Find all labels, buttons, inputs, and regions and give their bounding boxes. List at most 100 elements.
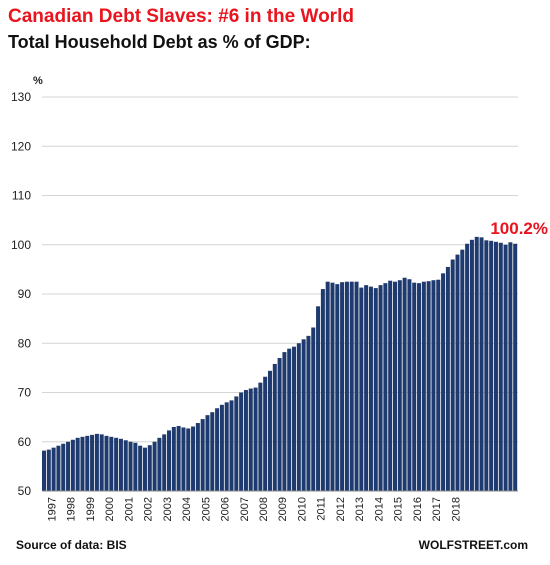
bar bbox=[383, 283, 388, 491]
bar bbox=[210, 412, 215, 491]
bar bbox=[474, 236, 479, 491]
x-tick-label: 2014 bbox=[373, 497, 385, 521]
bar bbox=[392, 281, 397, 491]
bar bbox=[373, 288, 378, 491]
x-tick-label: 2013 bbox=[354, 497, 366, 521]
bar bbox=[239, 392, 244, 491]
bar bbox=[157, 437, 162, 491]
y-tick-label: 110 bbox=[12, 189, 31, 203]
bar bbox=[292, 346, 297, 491]
x-tick-label: 2018 bbox=[450, 497, 462, 521]
x-tick-label: 2009 bbox=[277, 497, 289, 521]
bar bbox=[455, 254, 460, 491]
bar bbox=[301, 339, 306, 491]
bar bbox=[445, 266, 450, 491]
bar bbox=[42, 450, 47, 491]
x-tick-label: 2006 bbox=[220, 497, 232, 521]
bar bbox=[340, 282, 345, 491]
x-tick-label: 2012 bbox=[335, 497, 347, 521]
x-tick-label: 2004 bbox=[181, 497, 193, 521]
x-tick-label: 1998 bbox=[66, 497, 78, 521]
bar bbox=[267, 370, 272, 491]
bar bbox=[66, 441, 71, 491]
x-tick-label: 2001 bbox=[123, 497, 135, 521]
bar bbox=[421, 281, 426, 491]
bar bbox=[330, 282, 335, 491]
x-tick-label: 2000 bbox=[104, 497, 116, 521]
bar bbox=[133, 442, 138, 491]
bar bbox=[431, 280, 436, 491]
x-tick-label: 2017 bbox=[431, 497, 443, 521]
bar bbox=[224, 402, 229, 491]
y-tick-label: 50 bbox=[18, 484, 32, 498]
bar bbox=[378, 285, 383, 491]
x-tick-label: 2010 bbox=[296, 497, 308, 521]
bar bbox=[296, 343, 301, 491]
bar bbox=[441, 273, 446, 491]
y-axis-label: % bbox=[33, 75, 43, 87]
bar bbox=[287, 348, 292, 491]
bar bbox=[123, 440, 128, 491]
bar bbox=[61, 443, 66, 491]
bar bbox=[258, 382, 263, 491]
bar bbox=[109, 436, 114, 491]
x-tick-label: 2002 bbox=[143, 497, 155, 521]
bar bbox=[219, 404, 224, 491]
bar bbox=[450, 259, 455, 491]
bar bbox=[436, 279, 441, 491]
bar bbox=[335, 284, 340, 491]
bar bbox=[46, 449, 51, 491]
bar bbox=[364, 285, 369, 491]
x-tick-label: 2011 bbox=[316, 497, 328, 521]
bar bbox=[142, 447, 147, 491]
y-tick-label: 90 bbox=[18, 287, 32, 301]
bar bbox=[167, 430, 172, 491]
bar bbox=[215, 408, 220, 491]
bar bbox=[484, 240, 489, 491]
bar bbox=[316, 306, 321, 491]
bar bbox=[407, 279, 412, 491]
x-tick-label: 2007 bbox=[239, 497, 251, 521]
bar bbox=[195, 423, 200, 491]
x-tick-label: 2016 bbox=[412, 497, 424, 521]
bar bbox=[503, 244, 508, 491]
bar bbox=[118, 438, 123, 491]
bar bbox=[412, 282, 417, 491]
bar bbox=[489, 240, 494, 491]
source-note: Source of data: BIS bbox=[16, 538, 127, 552]
bar bbox=[498, 242, 503, 491]
bar bbox=[51, 447, 56, 491]
bar bbox=[460, 249, 465, 491]
bar bbox=[397, 280, 402, 491]
bar bbox=[229, 400, 234, 491]
bar bbox=[114, 437, 119, 491]
bar bbox=[186, 428, 191, 491]
bar bbox=[176, 425, 181, 491]
bar bbox=[508, 242, 513, 491]
bar bbox=[368, 286, 373, 491]
bar bbox=[128, 441, 133, 491]
bar bbox=[56, 445, 61, 491]
x-tick-label: 2003 bbox=[162, 497, 174, 521]
x-tick-label: 1997 bbox=[46, 497, 58, 521]
bar bbox=[80, 436, 85, 491]
bar bbox=[200, 419, 205, 491]
y-tick-label: 80 bbox=[18, 336, 32, 350]
bar bbox=[282, 352, 287, 491]
bar bbox=[99, 434, 104, 491]
bar bbox=[513, 243, 518, 491]
bar bbox=[253, 387, 258, 491]
chart-title: Canadian Debt Slaves: #6 in the World bbox=[8, 6, 354, 27]
y-tick-label: 60 bbox=[18, 435, 32, 449]
x-tick-label: 1999 bbox=[85, 497, 97, 521]
bar bbox=[171, 426, 176, 491]
y-tick-label: 120 bbox=[11, 139, 31, 153]
bar bbox=[75, 437, 80, 491]
bar bbox=[138, 445, 143, 491]
x-tick-label: 2005 bbox=[200, 497, 212, 521]
y-tick-label: 70 bbox=[18, 386, 32, 400]
y-tick-label: 130 bbox=[11, 90, 31, 104]
brand-credit: WOLFSTREET.com bbox=[418, 538, 528, 552]
value-callout: 100.2% bbox=[490, 219, 548, 238]
